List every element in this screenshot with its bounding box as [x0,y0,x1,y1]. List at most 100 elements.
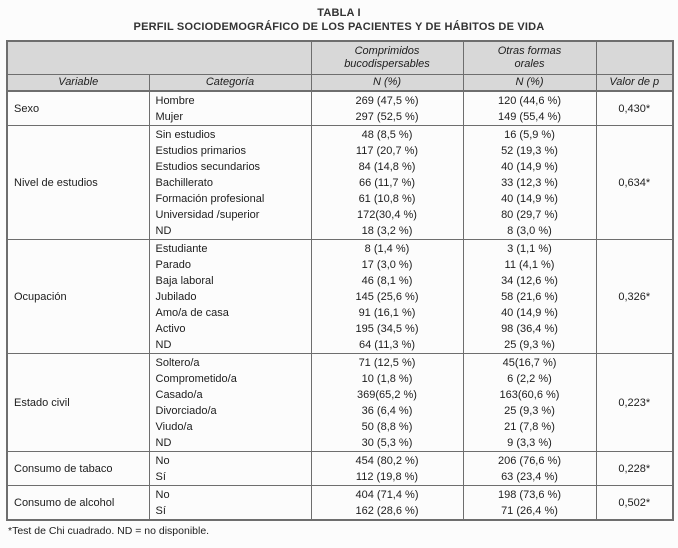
category-cell: Sí [148,503,312,520]
header-group-row: Comprimidos bucodispersables Otras forma… [6,40,674,75]
header-spacer-right [595,40,674,75]
category-cell: Activo [148,321,312,337]
category-cell: ND [148,223,312,240]
table-row: Consumo de tabaco No 454 (80,2 %) 206 (76,6… [6,451,674,486]
table-row: Formación profesional 61 (10,8 %) 40 (14,9… [7,191,673,207]
value-comprimidos-cell: 10 (1,8 %) [310,371,464,387]
footnote: *Test de Chi cuadrado. ND = no disponibl… [8,525,210,537]
table-row: ND 18 (3,2 %) 8 (3,0 %) [7,223,673,240]
table-row: Activo 195 (34,5 %) 98 (36,4 %) [7,321,673,337]
value-otras-cell: 163(60,6 %) [462,387,597,403]
value-comprimidos-cell: 64 (11,3 %) [310,337,464,354]
value-otras-cell: 16 (5,9 %) [462,125,597,143]
table-row: Nivel de estudios Sin estudios 48 (8,5 %) 1… [6,125,674,240]
value-comprimidos-cell: 71 (12,5 %) [310,353,464,371]
sociodemographic-table: Comprimidos bucodispersables Otras forma… [6,40,674,521]
table-body: Sexo Hombre 269 (47,5 %) 120 (44,6 %) 0,430*… [6,90,674,520]
value-otras-cell: 206 (76,6 %) [462,451,597,469]
category-cell: Formación profesional [148,191,312,207]
variable-cell: Consumo de alcohol [6,485,150,520]
table-row: Comprometido/a 10 (1,8 %) 6 (2,2 %) [7,371,673,387]
table-row: Parado 17 (3,0 %) 11 (4,1 %) [7,257,673,273]
header-spacer-left [6,40,312,75]
table-row: Sí 162 (28,6 %) 71 (26,4 %) [7,503,673,520]
variable-cell: Consumo de tabaco [6,451,150,486]
table-row: Consumo de alcohol No 404 (71,4 %) 198 (73,… [6,485,674,520]
value-otras-cell: 6 (2,2 %) [462,371,597,387]
category-cell: Estudiante [148,239,312,257]
value-comprimidos-cell: 46 (8,1 %) [310,273,464,289]
header-col-otras-label: Otras formas orales [497,44,562,70]
value-comprimidos-cell: 269 (47,5 %) [310,90,464,109]
category-cell: Universidad /superior [148,207,312,223]
variable-cell: Sexo [6,90,150,126]
value-otras-cell: 58 (21,6 %) [462,289,597,305]
value-comprimidos-cell: 61 (10,8 %) [310,191,464,207]
value-comprimidos-cell: 162 (28,6 %) [310,503,464,520]
category-cell: ND [148,435,312,452]
table-row: Amo/a de casa 91 (16,1 %) 40 (14,9 %) [7,305,673,321]
value-comprimidos-cell: 112 (19,8 %) [310,469,464,486]
value-comprimidos-cell: 117 (20,7 %) [310,143,464,159]
value-comprimidos-cell: 369(65,2 %) [310,387,464,403]
table-row: Viudo/a 50 (8,8 %) 21 (7,8 %) [7,419,673,435]
table-row: Jubilado 145 (25,6 %) 58 (21,6 %) [7,289,673,305]
table-title: PERFIL SOCIODEMOGRÁFICO DE LOS PACIENTES… [133,21,545,33]
header-col-comprimidos-label: Comprimidos bucodispersables [344,44,430,70]
value-otras-cell: 40 (14,9 %) [462,159,597,175]
value-comprimidos-cell: 30 (5,3 %) [310,435,464,452]
value-comprimidos-cell: 172(30,4 %) [310,207,464,223]
category-cell: Baja laboral [148,273,312,289]
value-comprimidos-cell: 297 (52,5 %) [310,109,464,126]
header-categoria: Categoría [148,73,312,92]
value-otras-cell: 33 (12,3 %) [462,175,597,191]
p-value-cell: 0,223* [595,353,674,452]
header-n-pct-otras: N (%) [462,73,597,92]
variable-cell: Estado civil [6,353,150,452]
table-row: Baja laboral 46 (8,1 %) 34 (12,6 %) [7,273,673,289]
value-otras-cell: 8 (3,0 %) [462,223,597,240]
table-row: ND 30 (5,3 %) 9 (3,3 %) [7,435,673,452]
category-cell: No [148,451,312,469]
value-comprimidos-cell: 195 (34,5 %) [310,321,464,337]
category-cell: Sin estudios [148,125,312,143]
p-value-cell: 0,634* [595,125,674,240]
header-col-otras: Otras formas orales [462,40,597,75]
value-comprimidos-cell: 36 (6,4 %) [310,403,464,419]
table-row: Sí 112 (19,8 %) 63 (23,4 %) [7,469,673,486]
p-value-cell: 0,326* [595,239,674,354]
value-comprimidos-cell: 145 (25,6 %) [310,289,464,305]
table-row: Mujer 297 (52,5 %) 149 (55,4 %) [7,109,673,126]
table-row: Bachillerato 66 (11,7 %) 33 (12,3 %) [7,175,673,191]
table-row: Universidad /superior 172(30,4 %) 80 (29,7… [7,207,673,223]
table-row: Estado civil Soltero/a 71 (12,5 %) 45(16,7 … [6,353,674,452]
value-otras-cell: 149 (55,4 %) [462,109,597,126]
category-cell: Bachillerato [148,175,312,191]
value-otras-cell: 21 (7,8 %) [462,419,597,435]
value-comprimidos-cell: 50 (8,8 %) [310,419,464,435]
header-n-pct-comprimidos: N (%) [310,73,464,92]
table-row: Casado/a 369(65,2 %) 163(60,6 %) [7,387,673,403]
value-otras-cell: 25 (9,3 %) [462,403,597,419]
variable-cell: Nivel de estudios [6,125,150,240]
value-comprimidos-cell: 404 (71,4 %) [310,485,464,503]
value-otras-cell: 3 (1,1 %) [462,239,597,257]
value-otras-cell: 25 (9,3 %) [462,337,597,354]
value-comprimidos-cell: 8 (1,4 %) [310,239,464,257]
value-comprimidos-cell: 48 (8,5 %) [310,125,464,143]
p-value-cell: 0,228* [595,451,674,486]
category-cell: Casado/a [148,387,312,403]
category-cell: Divorciado/a [148,403,312,419]
value-comprimidos-cell: 84 (14,8 %) [310,159,464,175]
value-otras-cell: 40 (14,9 %) [462,305,597,321]
value-otras-cell: 71 (26,4 %) [462,503,597,520]
value-comprimidos-cell: 454 (80,2 %) [310,451,464,469]
header-col-comprimidos: Comprimidos bucodispersables [310,40,464,75]
category-cell: Jubilado [148,289,312,305]
value-comprimidos-cell: 17 (3,0 %) [310,257,464,273]
value-comprimidos-cell: 91 (16,1 %) [310,305,464,321]
table-row: ND 64 (11,3 %) 25 (9,3 %) [7,337,673,354]
category-cell: Amo/a de casa [148,305,312,321]
value-otras-cell: 9 (3,3 %) [462,435,597,452]
